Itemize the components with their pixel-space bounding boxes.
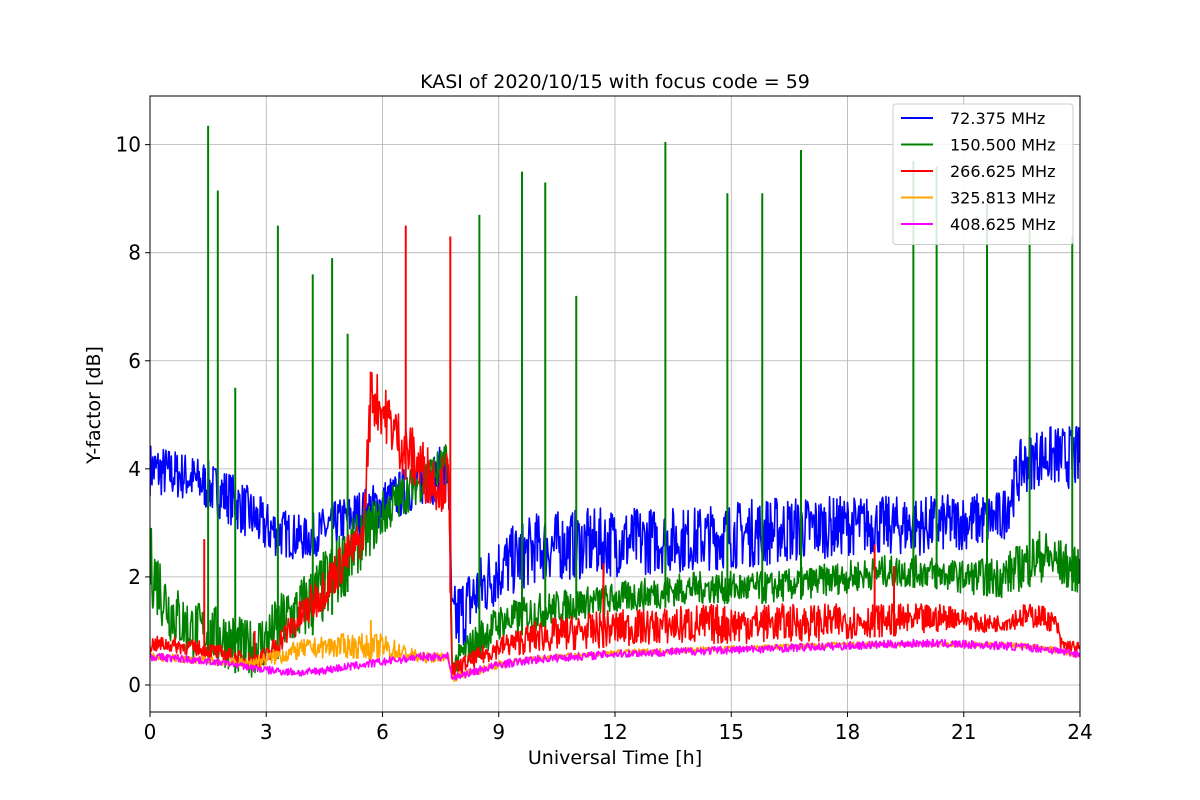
series-line bbox=[150, 638, 1080, 681]
y-tick-label: 2 bbox=[128, 565, 141, 589]
x-tick-label: 12 bbox=[602, 720, 627, 744]
y-axis-label: Y-factor [dB] bbox=[83, 346, 105, 465]
legend-label: 150.500 MHz bbox=[950, 136, 1055, 155]
x-tick-label: 0 bbox=[144, 720, 157, 744]
legend: 72.375 MHz 150.500 MHz 266.625 MHz 325.813 … bbox=[892, 103, 1074, 245]
legend-label: 266.625 MHz bbox=[950, 162, 1055, 181]
y-tick-label: 6 bbox=[128, 349, 141, 373]
x-tick-label: 15 bbox=[719, 720, 744, 744]
series-line bbox=[150, 425, 1080, 646]
grid bbox=[149, 96, 1081, 712]
x-tick-label: 6 bbox=[376, 720, 389, 744]
legend-box bbox=[892, 103, 1074, 245]
x-tick-label: 18 bbox=[835, 720, 860, 744]
series-line bbox=[150, 371, 1080, 678]
y-tick-label: 4 bbox=[128, 457, 141, 481]
series-line bbox=[150, 444, 1080, 678]
x-tick-label: 3 bbox=[260, 720, 273, 744]
y-tick-label: 10 bbox=[116, 133, 141, 157]
legend-label: 72.375 MHz bbox=[950, 109, 1045, 128]
legend-label: 325.813 MHz bbox=[950, 189, 1055, 208]
x-tick-label: 9 bbox=[492, 720, 505, 744]
plot-series bbox=[150, 125, 1080, 683]
x-tick-label: 21 bbox=[951, 720, 976, 744]
x-tick-label: 24 bbox=[1067, 720, 1092, 744]
y-tick-label: 0 bbox=[128, 673, 141, 697]
legend-label: 408.625 MHz bbox=[950, 215, 1055, 234]
x-axis-label: Universal Time [h] bbox=[528, 747, 702, 769]
y-tick-label: 8 bbox=[128, 241, 141, 265]
chart-title: KASI of 2020/10/15 with focus code = 59 bbox=[420, 71, 810, 93]
